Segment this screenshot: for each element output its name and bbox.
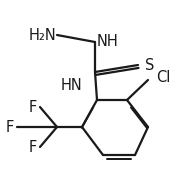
Text: F: F — [29, 139, 37, 154]
Text: HN: HN — [60, 79, 82, 93]
Text: H₂N: H₂N — [28, 27, 56, 43]
Text: F: F — [29, 99, 37, 114]
Text: NH: NH — [97, 34, 119, 49]
Text: F: F — [6, 120, 14, 135]
Text: S: S — [145, 58, 154, 73]
Text: Cl: Cl — [156, 71, 170, 85]
